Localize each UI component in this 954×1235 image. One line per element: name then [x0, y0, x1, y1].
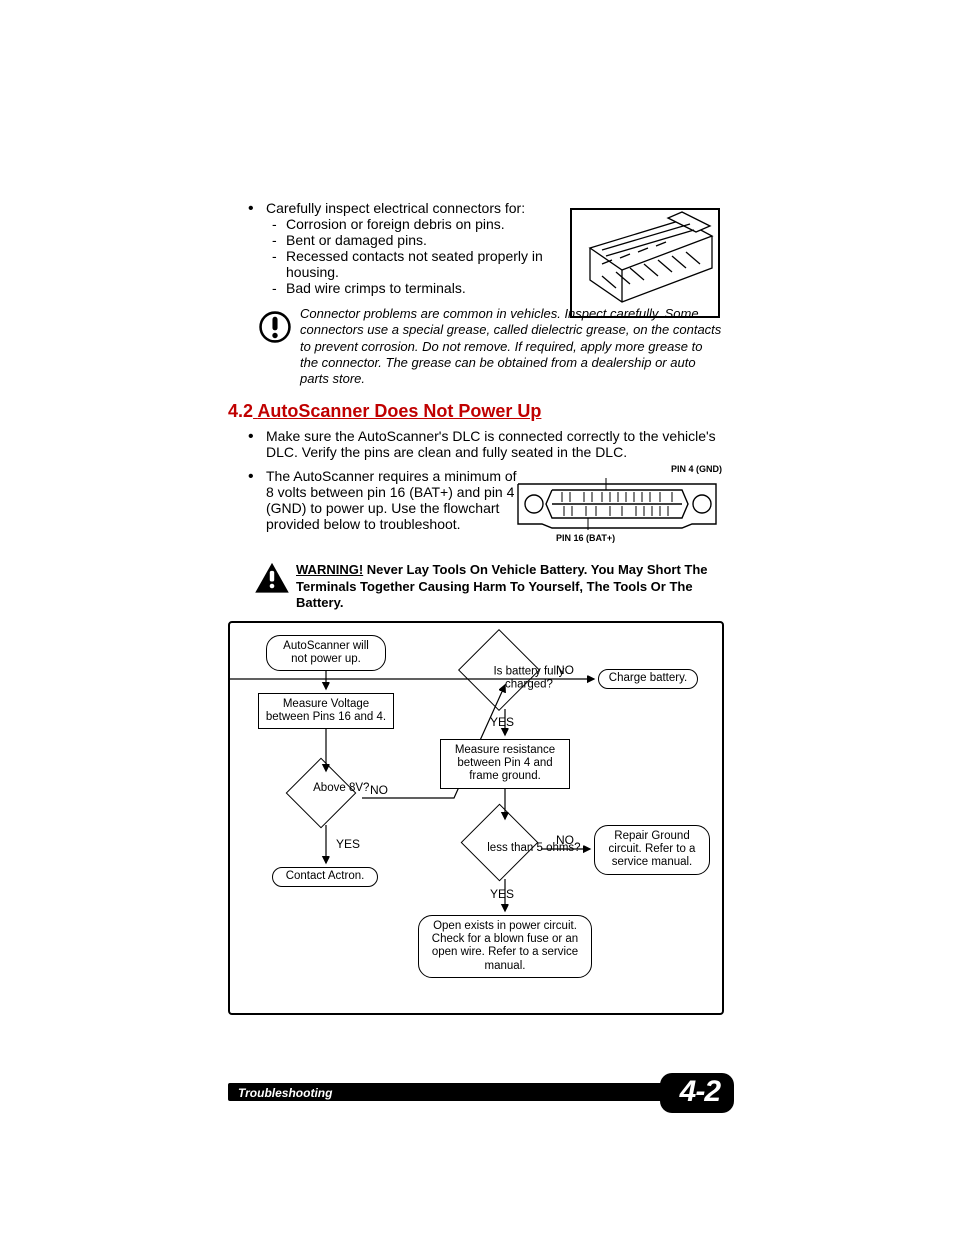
node-charge-battery: Charge battery. [598, 669, 698, 689]
inspect-lead: Carefully inspect electrical connectors … [266, 200, 724, 216]
node-start: AutoScanner will not power up. [266, 635, 386, 671]
inspect-item-1: Bent or damaged pins. [286, 232, 596, 248]
connector-note: Connector problems are common in vehicle… [258, 306, 724, 387]
troubleshoot-flowchart: AutoScanner will not power up. Measure V… [228, 621, 724, 1015]
inspect-item-2: Recessed contacts not seated properly in… [286, 248, 586, 280]
node-measure-resistance: Measure resistance between Pin 4 and fra… [440, 739, 570, 789]
node-repair-ground: Repair Ground circuit. Refer to a servic… [594, 825, 710, 875]
label-no-1: NO [370, 783, 388, 797]
label-yes-1: YES [336, 837, 360, 851]
inspect-item-3: Bad wire crimps to terminals. [286, 280, 596, 296]
node-less-5-ohms: less than 5 ohms? [461, 804, 539, 882]
pin4-label: PIN 4 (GND) [671, 464, 722, 474]
pin16-label: PIN 16 (BAT+) [556, 533, 615, 543]
page-footer: Troubleshooting 4-2 [228, 1083, 728, 1117]
label-no-2: NO [556, 663, 574, 677]
footer-section-label: Troubleshooting [228, 1083, 712, 1101]
warning-head: WARNING! [296, 562, 363, 577]
node-measure-voltage: Measure Voltage between Pins 16 and 4. [258, 693, 394, 729]
caution-icon [258, 310, 292, 344]
battery-warning: WARNING! Never Lay Tools On Vehicle Batt… [254, 562, 724, 611]
node-open-circuit: Open exists in power circuit. Check for … [418, 915, 592, 978]
page-number: 4-2 [660, 1073, 734, 1113]
warning-icon [254, 562, 290, 594]
section-heading: 4.2 AutoScanner Does Not Power Up [228, 401, 724, 422]
label-yes-2: YES [490, 715, 514, 729]
label-yes-3: YES [490, 887, 514, 901]
node-above-8v: Above 8V? [286, 758, 357, 829]
note-text: Connector problems are common in vehicle… [300, 306, 724, 387]
node-battery-charged: Is battery fully charged? [458, 629, 540, 711]
power-bullet-1: Make sure the AutoScanner's DLC is conne… [266, 428, 724, 460]
node-contact-actron: Contact Actron. [272, 867, 378, 887]
dlc-illustration: PIN 4 (GND) PIN 16 (BAT+) [512, 468, 732, 540]
power-bullet-2: The AutoScanner requires a minimum of 8 … [266, 468, 518, 532]
label-no-3: NO [556, 833, 574, 847]
inspect-item-0: Corrosion or foreign debris on pins. [286, 216, 596, 232]
